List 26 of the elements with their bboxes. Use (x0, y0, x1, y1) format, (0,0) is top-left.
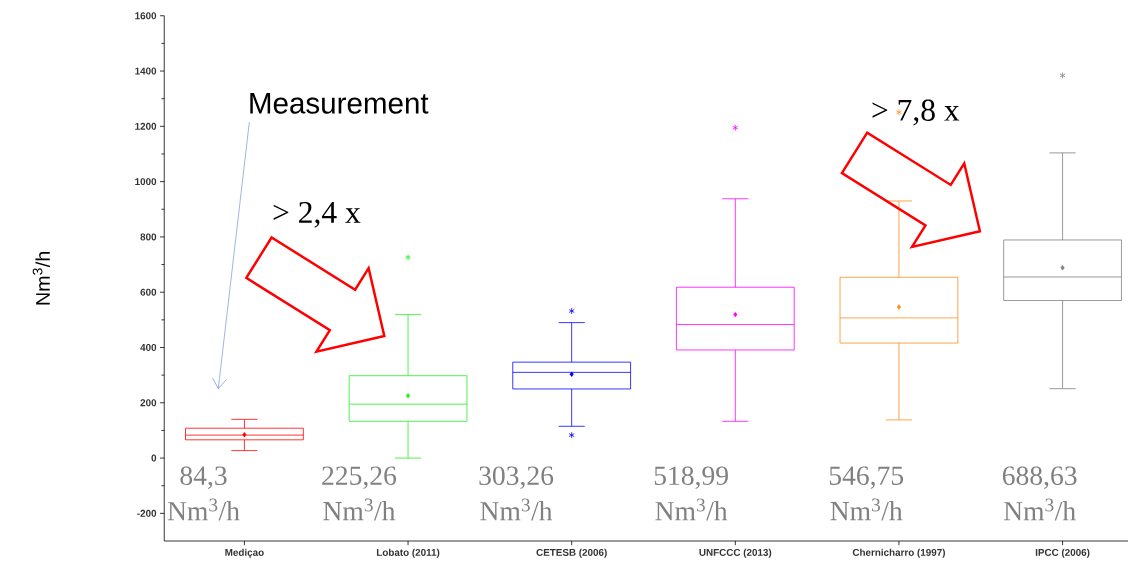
y-tick-label: 0 (151, 454, 157, 462)
annotation: 518,99 Nm$^{3}$/h (654, 466, 728, 521)
annotation: > 7,8 x (872, 99, 960, 126)
y-tick-label: 800 (140, 233, 157, 241)
x-tick-label: Chernicharro (1997) (852, 548, 945, 559)
x-tick-label: UNFCCC (2013) (699, 548, 772, 559)
annotation: 688,63 Nm$^{3}$/h (1002, 466, 1077, 521)
x-tick-label: Mediçao (225, 548, 264, 559)
x-tick-label: IPCC (2006) (1035, 548, 1090, 559)
annotation: 225,26 Nm$^{3}$/h (322, 466, 397, 521)
annotation: Measurement (250, 93, 429, 114)
x-tick-label: Lobato (2011) (376, 548, 440, 559)
y-tick-label: -200 (137, 510, 157, 518)
annotation: 303,26 Nm$^{3}$/h (479, 466, 554, 521)
y-tick-label: 200 (140, 399, 157, 407)
y-tick-label: 1000 (135, 178, 157, 186)
y-tick-label: 1600 (135, 12, 157, 20)
annotation: 84,3 Nm$^{3}$/h (167, 466, 240, 521)
x-tick-label: CETESB (2006) (536, 548, 607, 559)
y-tick-label: 600 (140, 288, 157, 296)
y-tick-label: 1400 (135, 67, 157, 75)
annotation: > 2,4 x (273, 202, 361, 228)
annotation: 546,75 Nm$^{3}$/h (829, 466, 904, 521)
y-axis-title: Nm$^{3}$/h (32, 252, 50, 305)
y-tick-label: 400 (140, 344, 157, 352)
y-tick-label: 1200 (135, 123, 157, 131)
